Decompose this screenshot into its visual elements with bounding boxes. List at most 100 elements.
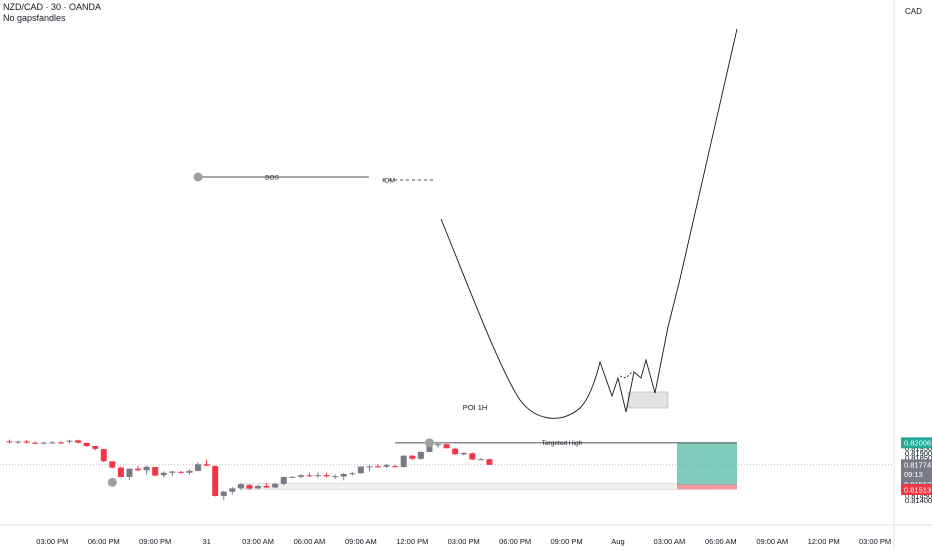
candle (332, 474, 339, 479)
candle-body (280, 477, 287, 484)
time-tick-label: 06:00 PM (88, 537, 120, 546)
candle (340, 472, 347, 481)
time-tick-label: Aug (611, 537, 624, 546)
candle-body (392, 466, 399, 468)
candles-layer (6, 439, 493, 500)
candle (220, 490, 227, 500)
candle-body (435, 444, 441, 446)
candle (92, 445, 99, 451)
bos-marker (193, 172, 203, 182)
time-tick-label: 06:00 AM (294, 537, 326, 546)
time-tick-label: 03:00 PM (36, 537, 68, 546)
candle-body (100, 449, 107, 462)
candle-body (400, 455, 407, 468)
bos-label: BOS (265, 175, 279, 182)
candle (212, 465, 219, 497)
candle (306, 472, 313, 478)
candle (486, 458, 493, 465)
candle-body (40, 442, 47, 444)
candle (203, 459, 210, 467)
stop-price-tag-label: 0.81513 (904, 485, 931, 494)
candle (383, 464, 390, 469)
stop-zone (677, 484, 737, 490)
candle (49, 441, 56, 444)
candle-body (323, 475, 330, 477)
target-zone (677, 442, 737, 485)
time-tick-label: 09:00 AM (345, 537, 377, 546)
time-tick-label: 06:00 AM (705, 537, 737, 546)
candle (117, 466, 124, 478)
time-tick-label: 09:00 AM (756, 537, 788, 546)
candle (66, 439, 73, 444)
candle (366, 465, 373, 472)
time-tick-label: 06:00 PM (499, 537, 531, 546)
candle (289, 476, 296, 478)
candle-body (409, 455, 416, 459)
candle (6, 439, 13, 444)
candle-body (92, 446, 99, 449)
candle (169, 470, 176, 477)
zones-layer (240, 391, 737, 490)
candle-body (143, 466, 150, 471)
candle-body (315, 475, 322, 477)
candle-body (23, 441, 30, 443)
candle (452, 448, 459, 455)
candle-body (460, 452, 467, 455)
candle-body (306, 475, 313, 477)
candle-body (349, 473, 356, 475)
candle (477, 458, 484, 461)
candle-body (340, 473, 347, 477)
candle-body (486, 459, 493, 465)
candle (409, 455, 416, 460)
idm-label: IDM (383, 178, 395, 185)
candle-body (297, 475, 304, 477)
candle (143, 465, 150, 475)
candle (392, 464, 399, 468)
candle-body (195, 464, 202, 471)
candle (177, 470, 184, 474)
candle-body (229, 488, 236, 492)
candle-body (109, 461, 116, 468)
candle (23, 440, 30, 444)
candle-body (6, 441, 13, 443)
candle (263, 483, 270, 489)
candle-body (15, 441, 22, 443)
candle (160, 471, 167, 478)
time-tick-label: 09:00 PM (550, 537, 582, 546)
candle-body (357, 466, 364, 474)
candle (400, 455, 407, 468)
swing-high-marker (424, 438, 434, 448)
poi-label: POI 1H (463, 403, 488, 412)
candle (32, 441, 39, 445)
candle-body (426, 445, 433, 452)
time-axis[interactable]: 03:00 PM 06:00 PM 09:00 PM 31 03:00 AM 06:00 … (36, 537, 891, 546)
stop-price-tag-bg (901, 484, 932, 496)
candle-body (152, 467, 159, 476)
candle-body (169, 471, 176, 473)
candle (469, 452, 476, 460)
price-tick-label: 0.81950 (905, 444, 932, 453)
candle (186, 469, 193, 475)
candle-body (49, 442, 56, 444)
current-price-tag-label: 0.81774 (904, 461, 931, 470)
candle (323, 472, 330, 478)
candle (435, 442, 441, 448)
candle-body (477, 459, 484, 461)
mini-zone (627, 391, 669, 409)
target-price-tag-bg (901, 437, 932, 449)
symbol-title[interactable]: NZD/CAD · 30 · OANDA (3, 2, 102, 12)
swing-low-marker (107, 477, 117, 487)
candle-body (126, 468, 133, 478)
candle-body (212, 466, 219, 496)
price-tick-label: 0.81450 (905, 491, 932, 500)
candle-body (57, 442, 64, 444)
candle (109, 461, 116, 469)
time-tick-label: 03:00 AM (242, 537, 274, 546)
candle-body (186, 470, 193, 473)
candle (375, 464, 382, 468)
candle-body (289, 476, 296, 478)
candle-body (246, 485, 253, 489)
